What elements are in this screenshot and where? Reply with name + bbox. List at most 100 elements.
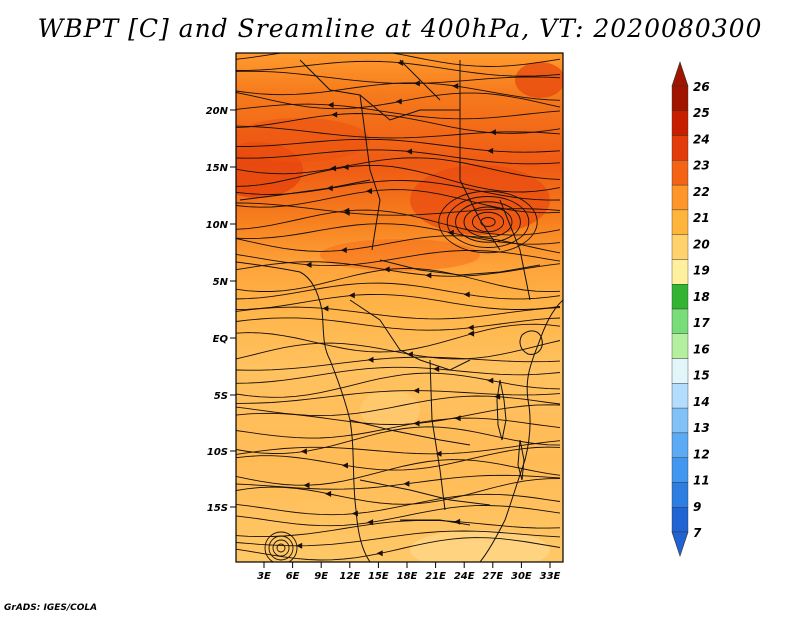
streamline <box>236 53 561 67</box>
streamline-arrow <box>296 542 303 549</box>
colorbar-swatch <box>671 432 689 458</box>
colorbar-high-arrow <box>671 61 689 87</box>
border-7 <box>349 419 471 446</box>
streamline-arrow <box>487 147 494 154</box>
colorbar-label: 13 <box>693 421 710 435</box>
streamline-arrow <box>330 165 337 172</box>
lat-tick-label: EQ <box>213 334 229 345</box>
colorbar-label: 11 <box>693 474 710 488</box>
wbpt-patch-ne <box>515 62 563 98</box>
vortex-streamline <box>446 196 530 248</box>
lon-tick-label: 3E <box>257 571 271 582</box>
colorbar-label: 15 <box>693 369 710 383</box>
wbpt-max-central <box>236 118 370 162</box>
coastline-west <box>236 261 371 562</box>
streamline <box>236 282 561 300</box>
lon-tick-label: 27E <box>482 571 503 582</box>
colorbar-swatch <box>671 209 689 235</box>
border-10 <box>429 359 446 511</box>
streamline-arrow <box>327 102 334 109</box>
border-1 <box>299 59 460 121</box>
colorbar-swatch <box>671 110 689 136</box>
streamline-arrow <box>367 519 374 526</box>
lat-tick-label: 5N <box>213 277 229 288</box>
streamline-arrow <box>342 164 349 171</box>
streamline <box>236 356 561 371</box>
border-3 <box>459 60 501 251</box>
colorbar-label: 26 <box>693 80 710 94</box>
colorbar-swatch <box>671 308 689 334</box>
lat-tick-label: 10N <box>206 220 229 231</box>
lon-tick-label: 6E <box>286 571 300 582</box>
lon-tick-label: 24E <box>454 571 475 582</box>
streamline <box>236 164 561 193</box>
lat-tick-label: 20N <box>206 106 229 117</box>
colorbar-label: 9 <box>693 500 701 514</box>
streamline <box>236 519 561 538</box>
border-11 <box>499 199 531 301</box>
streamline-arrow <box>467 324 474 331</box>
streamline <box>236 202 561 216</box>
colorbar-swatch <box>671 333 689 359</box>
colorbar-swatch <box>671 482 689 508</box>
streamline-arrow <box>348 292 355 299</box>
grads-credit: GrADS: IGES/COLA <box>4 603 98 613</box>
streamline <box>236 537 561 561</box>
coastlines-borders <box>236 59 563 562</box>
colorbar-label: 16 <box>693 342 710 356</box>
colorbar-swatch <box>671 85 689 111</box>
streamline-arrow <box>413 80 420 87</box>
streamline-arrow <box>300 448 307 455</box>
streamline-arrow <box>343 207 350 214</box>
lat-tick-label: 5S <box>214 391 228 402</box>
lon-tick-label: 15E <box>368 571 389 582</box>
vortex-streamline <box>455 201 521 243</box>
colorbar-swatch <box>671 358 689 384</box>
streamline-arrow <box>376 550 383 557</box>
streamline-arrow <box>305 261 312 268</box>
streamline <box>236 459 561 486</box>
streamline <box>236 113 561 134</box>
vortex-streamline <box>438 190 538 254</box>
streamline <box>236 138 561 153</box>
streamline <box>236 261 561 277</box>
colorbar-low-arrow <box>671 531 689 557</box>
streamline <box>236 317 561 331</box>
vortex-streamline <box>264 531 298 562</box>
colorbar-label: 22 <box>693 185 710 199</box>
streamline <box>236 157 561 180</box>
colorbar-label: 24 <box>693 132 710 146</box>
vortex-streamline <box>463 206 513 238</box>
streamline-arrow <box>425 272 432 279</box>
vortex-streamline <box>276 543 286 553</box>
chart-title: WBPT [C] and Sreamline at 400hPa, VT: 20… <box>37 14 763 43</box>
streamline-arrow <box>452 83 459 90</box>
colorbar-label: 7 <box>693 526 702 540</box>
colorbar-swatch <box>671 457 689 483</box>
border-5 <box>379 259 541 276</box>
colorbar-label: 25 <box>693 106 710 120</box>
border-6 <box>349 299 471 371</box>
streamline <box>236 440 561 455</box>
border-2 <box>359 94 381 251</box>
streamline-arrow <box>468 330 475 337</box>
colorbar-label: 18 <box>693 290 710 304</box>
streamline <box>236 82 561 101</box>
lon-tick-label: 12E <box>339 571 360 582</box>
streamline <box>236 223 561 245</box>
lat-tick-label: 15N <box>206 163 229 174</box>
streamline-arrow <box>403 480 410 487</box>
streamline <box>236 390 561 404</box>
streamline <box>236 125 561 139</box>
vortex-streamline <box>272 539 290 557</box>
streamlines <box>236 53 561 562</box>
colorbar-label: 12 <box>693 447 710 461</box>
lake-tanganyika <box>496 379 507 441</box>
streamline-arrow <box>413 387 420 394</box>
lon-tick-label: 33E <box>540 571 561 582</box>
colorbar: 7 9 11 12 13 14 15 16 17 18 19 20 21 22 23 24 25 26 <box>671 61 710 557</box>
streamline <box>236 293 561 311</box>
streamline-arrow <box>489 129 496 136</box>
streamline <box>236 474 561 490</box>
colorbar-swatch <box>671 184 689 211</box>
